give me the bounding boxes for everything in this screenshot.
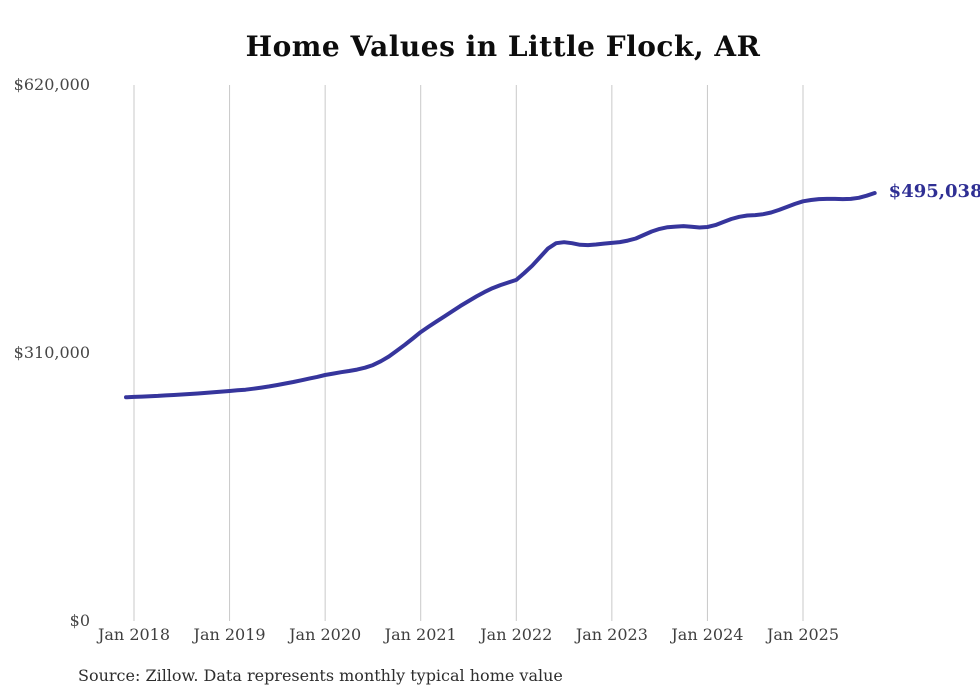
x-tick-jan2023: Jan 2023	[575, 625, 648, 644]
x-tick-jan2025: Jan 2025	[766, 625, 840, 644]
y-tick-310000: $310,000	[13, 343, 90, 362]
source-note: Source: Zillow. Data represents monthly …	[78, 666, 563, 685]
x-tick-jan2024: Jan 2024	[671, 625, 744, 644]
x-tick-jan2018: Jan 2018	[97, 625, 171, 644]
chart-title: Home Values in Little Flock, AR	[245, 30, 761, 63]
home-value-line	[124, 191, 877, 400]
vertical-gridlines	[133, 85, 804, 621]
x-tick-jan2020: Jan 2020	[289, 625, 362, 644]
x-tick-jan2022: Jan 2022	[480, 625, 553, 644]
y-tick-0: $0	[69, 611, 90, 630]
latest-value-label: $495,038	[888, 181, 980, 203]
x-tick-jan2019: Jan 2019	[193, 625, 266, 644]
y-tick-620000: $620,000	[13, 75, 90, 94]
x-tick-jan2021: Jan 2021	[384, 625, 457, 644]
